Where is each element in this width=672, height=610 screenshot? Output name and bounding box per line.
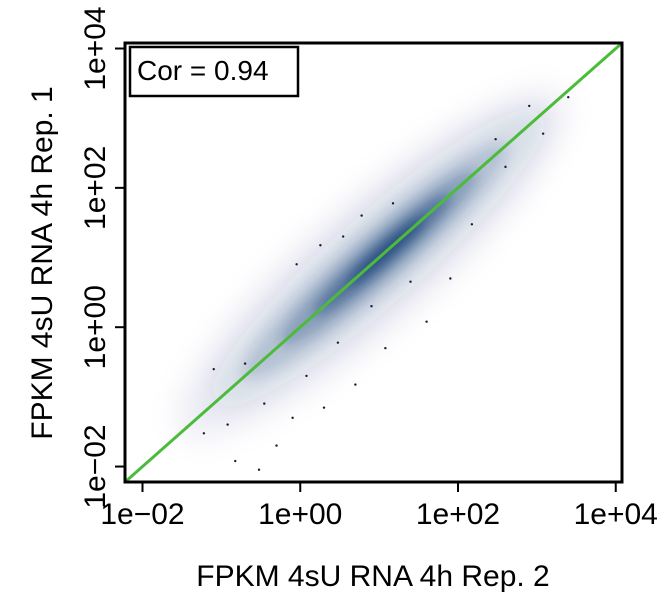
outlier-point <box>354 383 357 386</box>
outlier-point <box>291 416 294 420</box>
correlation-annotation: Cor = 0.94 <box>137 55 269 86</box>
outlier-point <box>409 280 412 283</box>
outlier-points <box>202 96 570 488</box>
outlier-point <box>370 305 373 308</box>
y-tick-label: 1e−02 <box>79 424 112 508</box>
y-tick-label: 1e+02 <box>79 146 112 230</box>
x-tick-label: 1e−02 <box>100 498 184 531</box>
outlier-point <box>528 104 531 108</box>
y-axis: 1e−02 1e+00 1e+02 1e+04 <box>79 6 126 509</box>
outlier-point <box>470 223 474 226</box>
y-tick-label: 1e+00 <box>79 285 112 369</box>
outlier-point <box>202 432 206 435</box>
outlier-point <box>341 235 345 238</box>
outlier-point <box>305 374 308 378</box>
outlier-point <box>541 132 545 135</box>
x-tick-label: 1e+04 <box>574 498 658 531</box>
outlier-point <box>257 468 261 471</box>
outlier-point <box>226 423 229 426</box>
outlier-point <box>360 214 363 217</box>
outlier-point <box>212 367 215 371</box>
outlier-point <box>263 402 266 405</box>
outlier-point <box>243 362 247 365</box>
outlier-point <box>295 263 298 266</box>
outlier-point <box>336 341 340 344</box>
outlier-point <box>449 277 452 280</box>
outlier-point <box>494 137 497 141</box>
outlier-point <box>234 459 237 463</box>
outlier-point <box>504 165 507 169</box>
outlier-point <box>319 244 322 247</box>
outlier-point <box>322 406 326 409</box>
correlation-legend-box <box>128 45 300 98</box>
x-tick-label: 1e+02 <box>416 498 500 531</box>
outlier-point <box>275 444 278 447</box>
x-tick-label: 1e+00 <box>258 498 342 531</box>
outlier-point <box>252 486 254 488</box>
x-axis-title: FPKM 4sU RNA 4h Rep. 2 <box>196 560 549 593</box>
outlier-point <box>391 202 395 205</box>
y-axis-title: FPKM 4sU RNA 4h Rep. 1 <box>26 86 59 439</box>
x-axis: 1e−02 1e+00 1e+02 1e+04 <box>100 481 658 531</box>
y-tick-label: 1e+04 <box>79 6 112 90</box>
outlier-point <box>384 346 387 350</box>
outlier-point <box>425 320 428 323</box>
outlier-point <box>567 96 570 99</box>
identity-line <box>125 43 622 482</box>
